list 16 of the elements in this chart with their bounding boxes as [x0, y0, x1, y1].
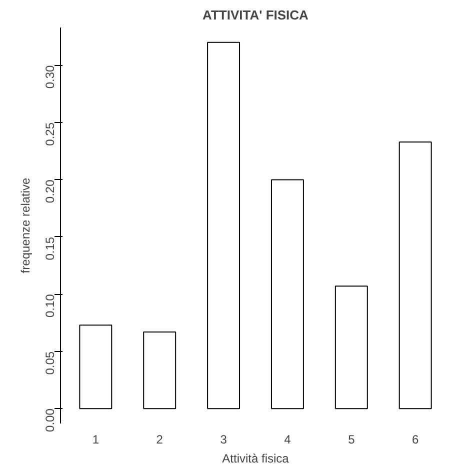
y-tick-label: 0.05 — [43, 351, 57, 375]
y-tick-label: 0.10 — [43, 294, 57, 318]
y-tick-label: 0.15 — [43, 236, 57, 260]
y-tick-label: 0.00 — [43, 408, 57, 432]
x-tick-label: 2 — [156, 432, 164, 446]
y-tick-label: 0.20 — [43, 179, 57, 204]
y-axis-title: frequenze relative — [18, 177, 32, 274]
x-tick-label: 1 — [92, 432, 100, 446]
x-tick-label: 4 — [284, 432, 292, 446]
y-tick-label: 0.25 — [43, 122, 57, 146]
x-tick-label: 6 — [412, 432, 419, 446]
y-tick-label: 0.30 — [43, 64, 57, 89]
chart-title: ATTIVITA' FISICA — [202, 8, 310, 22]
x-tick-label: 5 — [348, 432, 356, 446]
x-axis-title: Attività fisica — [222, 452, 290, 466]
x-tick-label: 3 — [220, 432, 228, 446]
